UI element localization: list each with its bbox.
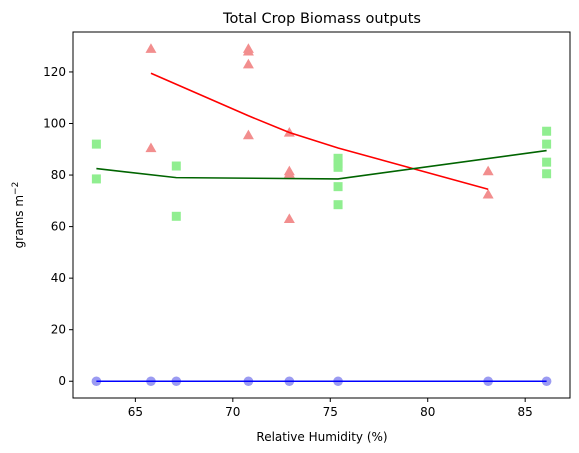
square-point-1-9 [542, 126, 552, 136]
triangle-point-0-5 [242, 129, 254, 140]
square-point-1-6 [333, 162, 343, 172]
square-point-1-2 [171, 161, 181, 171]
y-tick-label: 40 [51, 271, 66, 285]
x-tick-label: 70 [225, 405, 240, 419]
y-axis-label: grams m−2 [11, 182, 26, 249]
square-point-1-12 [542, 169, 552, 179]
triangle-point-0-10 [482, 165, 494, 176]
triangle-point-0-9 [283, 213, 295, 223]
y-tick-label: 60 [51, 220, 66, 234]
y-axis-label-main: grams m [12, 195, 26, 248]
trend-line-0 [150, 72, 489, 190]
y-tick-label: 120 [43, 65, 66, 79]
y-axis-ticks: 0 20 40 60 80 100 120 [43, 65, 73, 388]
plot-marks [91, 43, 552, 387]
triangle-point-0-11 [482, 188, 494, 199]
x-axis-label: Relative Humidity (%) [256, 430, 387, 444]
square-point-1-8 [333, 200, 343, 210]
chart-title: Total Crop Biomass outputs [222, 11, 421, 27]
triangle-point-0-4 [242, 58, 254, 69]
circle-point-2-0 [91, 376, 102, 387]
triangle-point-0-1 [145, 142, 157, 153]
square-point-1-1 [91, 174, 101, 184]
trend-line-1 [96, 149, 547, 180]
x-tick-label: 75 [323, 405, 338, 419]
square-point-1-3 [171, 211, 181, 221]
square-point-1-4 [333, 153, 343, 163]
plot-frame [72, 31, 571, 399]
y-axis-label-exponent: −2 [11, 182, 21, 195]
triangle-point-0-8 [283, 168, 295, 178]
x-axis-ticks: 65 70 75 80 85 [128, 398, 533, 419]
square-point-1-7 [333, 182, 343, 192]
square-point-1-0 [91, 139, 101, 149]
y-tick-label: 20 [51, 323, 66, 337]
square-point-1-11 [542, 157, 552, 167]
x-tick-label: 80 [420, 405, 435, 419]
triangle-point-0-3 [242, 45, 254, 56]
y-tick-label: 100 [43, 117, 66, 131]
x-tick-label: 85 [518, 405, 533, 419]
y-tick-label: 80 [51, 168, 66, 182]
x-tick-label: 65 [128, 405, 143, 419]
square-point-1-10 [542, 139, 552, 149]
y-tick-label: 0 [58, 374, 66, 388]
triangle-point-0-0 [145, 43, 157, 53]
